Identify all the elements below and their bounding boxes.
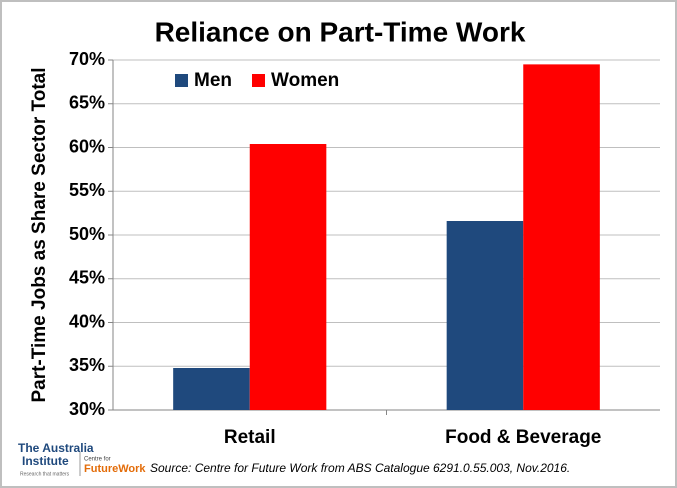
bar bbox=[173, 368, 250, 410]
y-tick-label: 50% bbox=[69, 224, 105, 244]
bar bbox=[446, 221, 524, 410]
logo-org: Institute bbox=[22, 454, 69, 468]
legend-swatch bbox=[175, 74, 188, 87]
x-tick-label: Food & Beverage bbox=[445, 427, 601, 448]
y-tick-label: 65% bbox=[69, 93, 105, 113]
x-tick-label: Retail bbox=[224, 427, 276, 448]
logo-tagline: Research that matters bbox=[20, 471, 70, 477]
logo-partner: FutureWork bbox=[84, 463, 146, 475]
legend-swatch bbox=[252, 74, 265, 87]
y-tick-label: 35% bbox=[69, 355, 105, 375]
source: Source: Centre for Future Work from ABS … bbox=[150, 461, 570, 475]
bar bbox=[523, 64, 600, 410]
y-tick-label: 55% bbox=[69, 180, 105, 200]
legend-label: Women bbox=[271, 70, 339, 91]
y-tick-label: 60% bbox=[69, 136, 105, 156]
bar bbox=[249, 144, 327, 410]
legend-label: Men bbox=[194, 70, 232, 91]
y-tick-label: 45% bbox=[69, 268, 105, 288]
y-axis-label: Part-Time Jobs as Share Sector Total bbox=[29, 67, 50, 402]
y-tick-label: 30% bbox=[69, 399, 105, 419]
y-tick-label: 70% bbox=[69, 49, 105, 69]
chart-title: Reliance on Part-Time Work bbox=[155, 16, 526, 47]
logo-org: The Australia bbox=[18, 441, 94, 455]
logo-partner-prefix: Centre for bbox=[84, 457, 111, 463]
y-tick-label: 40% bbox=[69, 311, 105, 331]
